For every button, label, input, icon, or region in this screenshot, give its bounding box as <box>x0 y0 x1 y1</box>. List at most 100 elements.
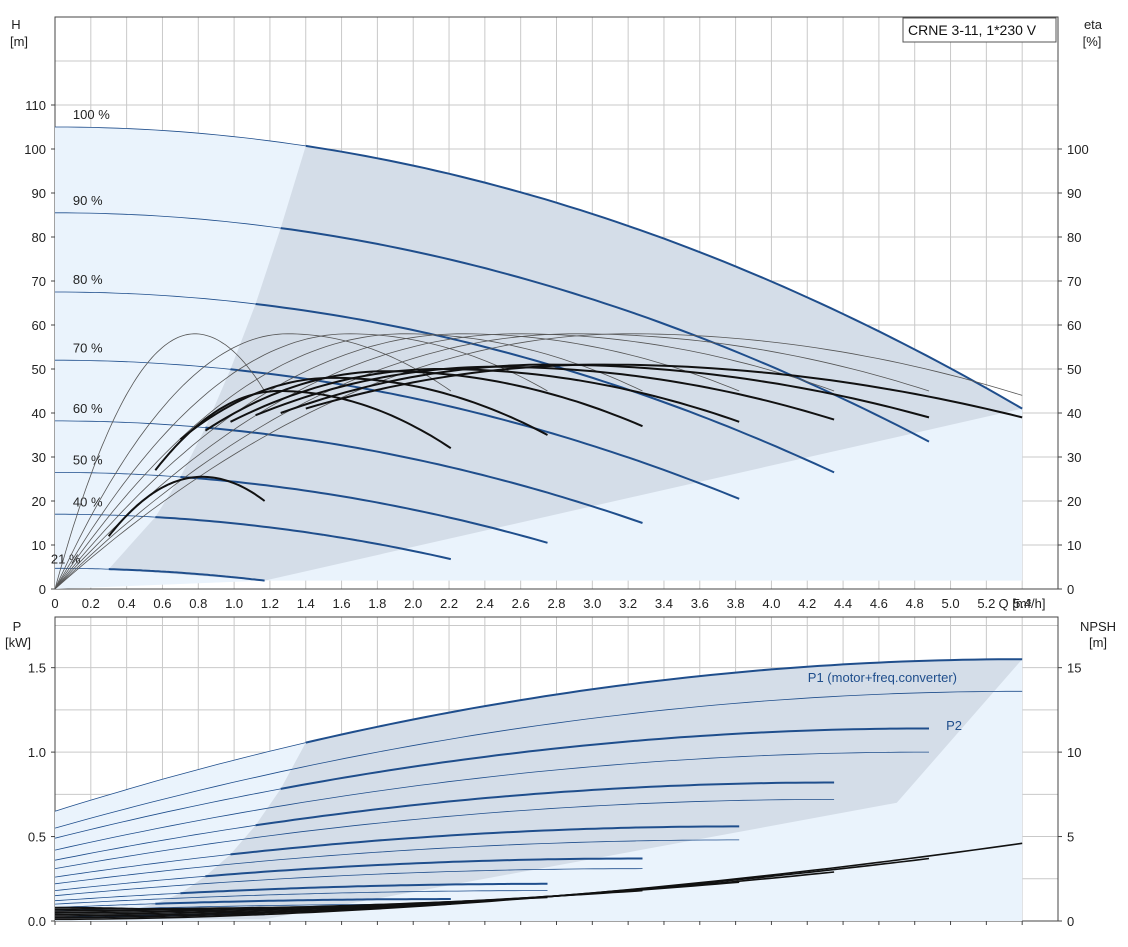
x-tick-label: 3.8 <box>727 596 745 611</box>
y-tick-label: 1.5 <box>28 661 46 676</box>
x-tick-label: 2.6 <box>512 596 530 611</box>
x-tick-label: 5.0 <box>941 596 959 611</box>
y-tick-label: 0 <box>39 582 46 597</box>
p1-curve <box>230 825 740 856</box>
x-tick-label: 3.0 <box>583 596 601 611</box>
y-tick-label: 70 <box>32 274 46 289</box>
x-tick-label: 0.2 <box>82 596 100 611</box>
p1-curve <box>205 857 643 878</box>
eta-curve <box>305 363 1023 419</box>
x-tick-label: 4.8 <box>906 596 924 611</box>
eta-curve-thin <box>54 333 835 590</box>
p1-curve <box>305 658 1023 744</box>
p1-curve <box>280 727 929 790</box>
x-tick-label: 4.2 <box>798 596 816 611</box>
head-curve-thin <box>55 212 281 229</box>
p1-curve <box>180 882 548 895</box>
bottom-y-axis-label: P <box>13 619 22 634</box>
x-tick-label: 0.8 <box>189 596 207 611</box>
y2-tick-label: 0 <box>1067 582 1074 597</box>
p2-annotation: P2 <box>946 718 962 733</box>
head-curve-thin <box>55 513 156 518</box>
y-tick-label: 90 <box>32 186 46 201</box>
y-tick-label: 10 <box>32 538 46 553</box>
y2-tick-label: 40 <box>1067 406 1081 421</box>
y2-tick-label: 50 <box>1067 362 1081 377</box>
y2-tick-label: 10 <box>1067 745 1081 760</box>
top-y2-axis-label: eta <box>1084 17 1103 32</box>
y2-tick-label: 30 <box>1067 450 1081 465</box>
y-tick-label: 110 <box>25 98 46 113</box>
speed-label: 70 % <box>73 340 103 355</box>
x-tick-label: 0 <box>51 596 58 611</box>
eta-curve-thin <box>54 333 1023 590</box>
y2-tick-label: 5 <box>1067 830 1074 845</box>
head-curve-thin <box>55 291 256 305</box>
eta-curve-thin <box>54 333 265 590</box>
y-tick-label: 30 <box>32 450 46 465</box>
eta-curve <box>154 390 452 471</box>
y-tick-label: 50 <box>32 362 46 377</box>
y2-tick-label: 90 <box>1067 186 1081 201</box>
p1-curve <box>155 898 451 905</box>
p1-curve-thin <box>54 875 206 891</box>
head-curve-thin <box>55 420 206 428</box>
x-tick-label: 4.4 <box>834 596 852 611</box>
p1-curve-thin <box>54 742 306 812</box>
y-tick-label: 40 <box>32 406 46 421</box>
p1-annotation: P1 (motor+freq.converter) <box>808 670 957 685</box>
head-curve <box>255 303 835 474</box>
p2-curve <box>54 839 740 885</box>
x-tick-label: 0.6 <box>153 596 171 611</box>
npsh-curve <box>55 906 265 915</box>
eta-curve <box>204 370 643 432</box>
head-efficiency-panel: 100 %90 %80 %70 %60 %50 %40 %21 %0 0.2 0.4… <box>24 16 1089 611</box>
title-box: CRNE 3-11, 1*230 V <box>902 17 1057 43</box>
y2-tick-label: 0 <box>1067 914 1074 929</box>
p2-curve <box>54 690 1023 829</box>
p2-curve <box>54 751 929 851</box>
x-tick-label: 3.2 <box>619 596 637 611</box>
y2-tick-label: 70 <box>1067 274 1081 289</box>
y2-tick-label: 15 <box>1067 661 1081 676</box>
power-npsh-panel: 0.0 0.5 1.0 1.5 0 5 10 15 <box>28 616 1081 929</box>
x-tick-label: 4.0 <box>762 596 780 611</box>
title-box-text: CRNE 3-11, 1*230 V <box>908 22 1037 38</box>
eta-curve-thin <box>54 333 452 590</box>
p1-curve-thin <box>54 892 181 902</box>
y2-tick-label: 80 <box>1067 230 1081 245</box>
eta-curve-thin <box>54 333 740 590</box>
eta-curve-thin <box>54 333 548 590</box>
p1-curve-thin <box>54 854 231 878</box>
x-tick-label: 5.2 <box>977 596 995 611</box>
x-tick-label: 2.8 <box>547 596 565 611</box>
x-tick-label: 2.0 <box>404 596 422 611</box>
eta-curve <box>179 376 548 441</box>
y2-tick-label: 20 <box>1067 494 1081 509</box>
x-tick-label: 1.4 <box>297 596 315 611</box>
y-tick-label: 1.0 <box>28 745 46 760</box>
bottom-y2-axis-label: NPSH <box>1080 619 1116 634</box>
y2-tick-label: 60 <box>1067 318 1081 333</box>
p2-curve <box>54 799 835 869</box>
y-tick-label: 20 <box>32 494 46 509</box>
head-curve <box>280 227 930 443</box>
head-curve-thin <box>55 567 109 570</box>
p1-curve-thin <box>54 824 256 861</box>
head-curve-thin <box>55 359 231 370</box>
head-curve-thin <box>55 126 306 147</box>
head-curve <box>180 476 548 544</box>
speed-label: 80 % <box>73 272 103 287</box>
x-tick-label: 0.4 <box>118 596 136 611</box>
power-range-dark <box>108 659 1023 920</box>
x-tick-label: 2.4 <box>476 596 494 611</box>
eta-curve <box>230 368 740 423</box>
top-y-axis-label: H <box>11 17 20 32</box>
bottom-y2-axis-unit: [m] <box>1089 635 1107 650</box>
y-tick-label: 100 <box>24 142 46 157</box>
y2-tick-label: 100 <box>1067 142 1089 157</box>
x-tick-label: 3.4 <box>655 596 673 611</box>
p1-curve-thin <box>54 788 281 839</box>
eta-curve-thin <box>54 333 930 590</box>
